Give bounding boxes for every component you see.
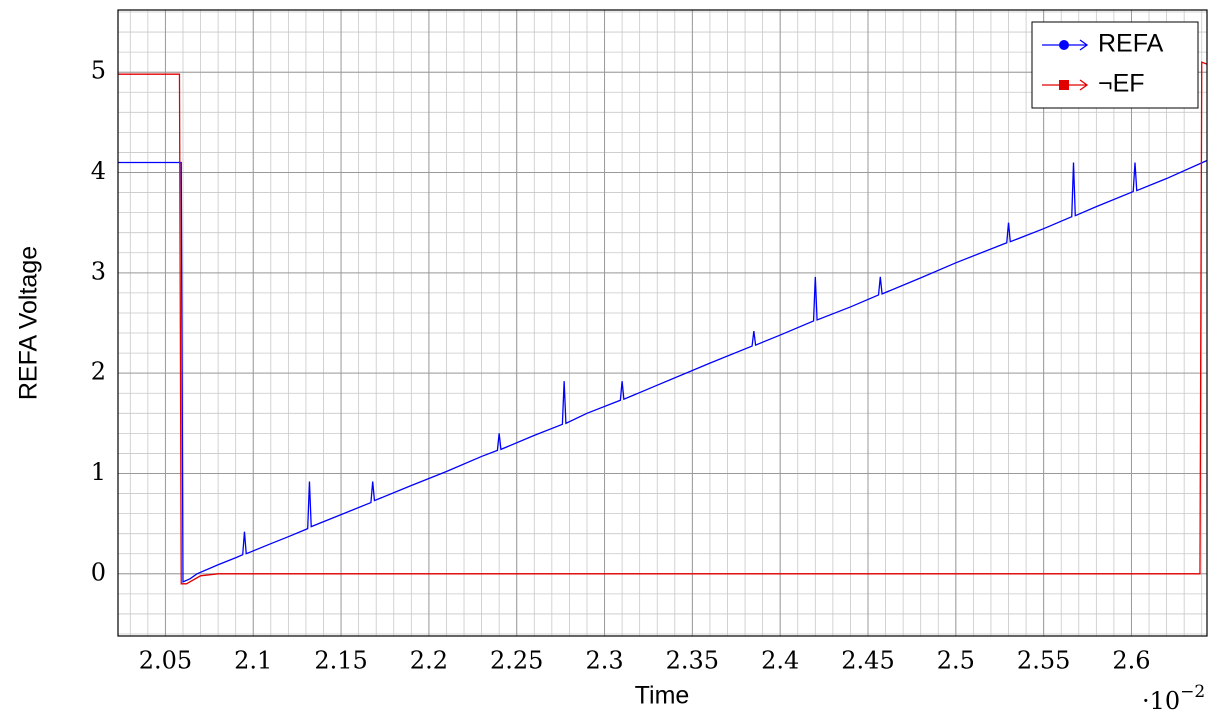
y-axis-label: REFA Voltage: [15, 246, 43, 400]
x-tick-label: 2.55: [1017, 647, 1070, 675]
series-line: [118, 159, 1208, 583]
legend-label: REFA: [1098, 30, 1164, 58]
legend-arrow: [1079, 79, 1089, 91]
x-tick-label: 2.6: [1112, 647, 1150, 675]
series-line: [118, 61, 1208, 585]
x-tick-label: 2.4: [761, 647, 799, 675]
legend-marker: [1059, 80, 1069, 90]
x-tick-label: 2.1: [234, 647, 272, 675]
y-tick-label: 1: [91, 458, 106, 486]
legend-label: ¬EF: [1098, 70, 1145, 98]
x-tick-label: 2.05: [139, 647, 192, 675]
x-tick-label: 2.25: [490, 647, 543, 675]
x-tick-label: 2.5: [937, 647, 975, 675]
x-axis-label: Time: [635, 682, 690, 710]
x-tick-label: 2.15: [314, 647, 367, 675]
x-multiplier-base: ·10: [1142, 687, 1180, 715]
x-tick-label: 2.45: [841, 647, 894, 675]
y-tick-label: 3: [91, 257, 106, 285]
x-tick-label: 2.3: [585, 647, 623, 675]
y-tick-label: 2: [91, 358, 106, 386]
x-tick-label: 2.35: [666, 647, 719, 675]
legend-box: [1031, 21, 1199, 109]
y-tick-label: 5: [91, 57, 106, 85]
y-tick-label: 0: [91, 558, 106, 586]
x-multiplier: ·10−2: [1142, 682, 1205, 715]
x-tick-label: 2.2: [410, 647, 448, 675]
legend-marker: [1059, 40, 1069, 50]
legend-arrow: [1079, 39, 1089, 51]
y-tick-label: 4: [91, 157, 106, 185]
x-multiplier-exponent: −2: [1180, 682, 1205, 702]
plot-frame: [117, 9, 1208, 637]
